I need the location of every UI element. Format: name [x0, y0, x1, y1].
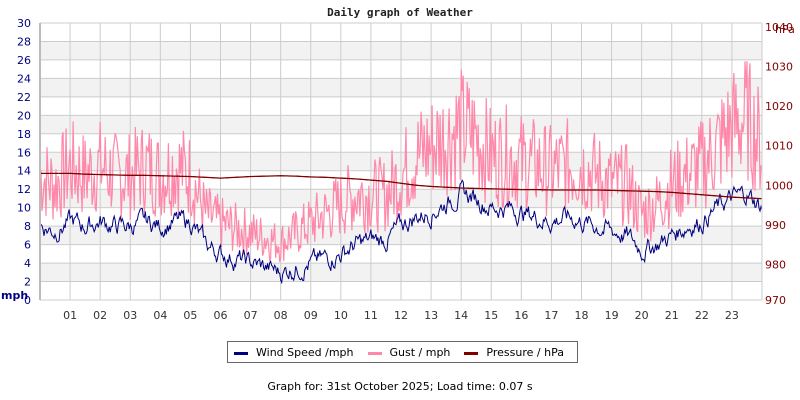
x-tick-label: 17 — [544, 309, 558, 322]
x-tick-label: 14 — [454, 309, 468, 322]
x-tick-label: 05 — [183, 309, 197, 322]
y-tick-label: 22 — [17, 91, 31, 104]
x-tick-label: 09 — [304, 309, 318, 322]
y-tick-label: 10 — [17, 202, 31, 215]
y-right-axis-unit-label: hPa — [775, 23, 795, 36]
x-tick-label: 07 — [244, 309, 258, 322]
x-tick-label: 06 — [214, 309, 228, 322]
x-tick-label: 08 — [274, 309, 288, 322]
x-tick-label: 01 — [63, 309, 77, 322]
x-tick-label: 02 — [93, 309, 107, 322]
horizontal-gridlines — [40, 22, 762, 301]
y-right-tick-label: 1000 — [765, 179, 793, 192]
y-tick-label: 16 — [17, 146, 31, 159]
x-tick-label: 10 — [334, 309, 348, 322]
x-tick-label: 20 — [635, 309, 649, 322]
wind-speed-line — [39, 179, 763, 285]
y-tick-label: 24 — [17, 72, 31, 85]
legend: Wind Speed /mph Gust / mph Pressure / hP… — [227, 341, 578, 363]
y-axis-unit-label: mph — [1, 289, 28, 302]
y-right-tick-label: 1030 — [765, 61, 793, 74]
wind-speed-swatch-icon — [234, 352, 248, 355]
x-tick-label: 22 — [695, 309, 709, 322]
x-tick-label: 13 — [424, 309, 438, 322]
x-tick-label: 16 — [514, 309, 528, 322]
x-tick-label: 12 — [394, 309, 408, 322]
y-tick-label: 8 — [24, 220, 31, 233]
pressure-swatch-icon — [464, 352, 479, 355]
x-tick-label: 21 — [665, 309, 679, 322]
y-tick-label: 0 — [24, 294, 31, 307]
y-tick-label: 26 — [17, 54, 31, 67]
gust-swatch-icon — [367, 352, 382, 355]
y-right-tick-label: 970 — [765, 294, 786, 307]
data-series — [39, 61, 763, 285]
x-tick-label: 23 — [725, 309, 739, 322]
legend-label: Wind Speed /mph — [256, 345, 354, 359]
x-tick-label: 03 — [123, 309, 137, 322]
y-tick-label: 30 — [17, 17, 31, 30]
y-right-tick-label: 1020 — [765, 100, 793, 113]
y-tick-label: 2 — [24, 276, 31, 289]
legend-item-wind-speed: Wind Speed /mph — [234, 346, 354, 359]
legend-item-pressure: Pressure / hPa — [464, 346, 564, 359]
x-tick-label: 18 — [575, 309, 589, 322]
y-right-tick-label: 1010 — [765, 140, 793, 153]
legend-label: Gust / mph — [389, 345, 451, 359]
y-tick-label: 18 — [17, 128, 31, 141]
x-tick-label: 04 — [153, 309, 167, 322]
y-right-tick-label: 1040 — [765, 21, 793, 34]
y-tick-label: 12 — [17, 183, 31, 196]
legend-label: Pressure / hPa — [486, 345, 564, 359]
y-right-tick-label: 980 — [765, 258, 786, 271]
y-tick-label: 20 — [17, 109, 31, 122]
x-tick-label: 19 — [605, 309, 619, 322]
y-tick-label: 6 — [24, 239, 31, 252]
pressure-line — [40, 172, 763, 200]
y-tick-label: 28 — [17, 35, 31, 48]
y-tick-label: 14 — [17, 165, 31, 178]
footer-status: Graph for: 31st October 2025; Load time:… — [267, 380, 533, 393]
x-tick-label: 15 — [484, 309, 498, 322]
legend-item-gust: Gust / mph — [367, 345, 451, 359]
x-tick-label: 11 — [364, 309, 378, 322]
y-tick-label: 4 — [24, 257, 31, 270]
chart-title: Daily graph of Weather — [327, 6, 473, 19]
y-right-tick-label: 990 — [765, 219, 786, 232]
